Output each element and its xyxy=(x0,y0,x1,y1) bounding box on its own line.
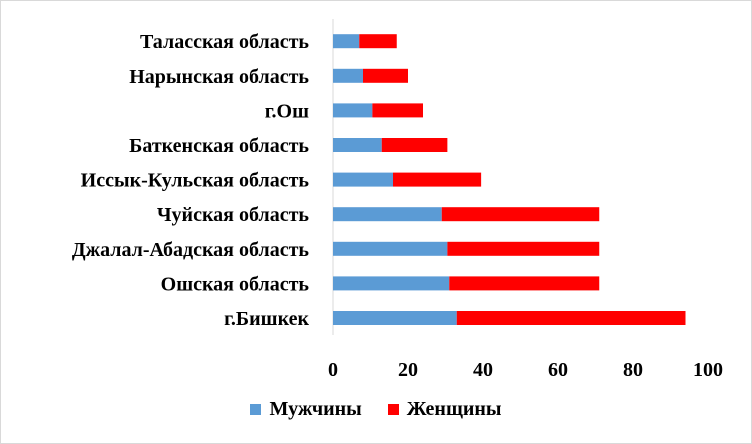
bar-men-row-5 xyxy=(333,138,382,152)
legend-label-women: Женщины xyxy=(406,398,502,420)
x-tick-label: 60 xyxy=(548,359,568,381)
legend-item-women: Женщины xyxy=(387,398,502,421)
bar-women-row-2 xyxy=(447,241,600,256)
bar-men-row-2 xyxy=(333,241,448,256)
bar-women-row-4 xyxy=(393,172,482,187)
x-tick-label: 100 xyxy=(693,359,723,381)
legend-item-men: Мужчины xyxy=(250,398,362,421)
bar-men-row-8 xyxy=(333,34,360,49)
bar-men-row-0 xyxy=(333,311,457,325)
bar-men-row-7 xyxy=(333,68,363,83)
category-label: Чуйская область xyxy=(157,204,310,226)
legend-label-men: Мужчины xyxy=(269,398,362,420)
category-label: Иссык-Кульская область xyxy=(81,170,310,192)
category-label: г.Бишкек xyxy=(224,308,309,330)
bar-women-row-8 xyxy=(359,34,397,49)
bar-women-row-5 xyxy=(381,138,448,152)
x-tick-label: 20 xyxy=(398,359,418,381)
category-label: Нарынская область xyxy=(129,66,309,88)
category-label: Джалал-Абадская область xyxy=(72,239,310,261)
bar-women-row-7 xyxy=(363,68,408,83)
bar-women-row-1 xyxy=(449,276,600,291)
bar-women-row-6 xyxy=(372,103,423,118)
category-label: Ошская область xyxy=(161,273,310,295)
bar-women-row-0 xyxy=(456,311,686,325)
legend-swatch-women xyxy=(387,404,399,415)
bar-men-row-3 xyxy=(333,207,442,222)
x-tick-label: 40 xyxy=(473,359,493,381)
x-tick-label: 0 xyxy=(328,359,338,381)
bar-men-row-6 xyxy=(333,103,373,118)
legend-swatch-men xyxy=(250,404,262,415)
bar-women-row-3 xyxy=(441,207,600,222)
bar-men-row-4 xyxy=(333,172,393,187)
x-tick-label: 80 xyxy=(623,359,643,381)
category-label: г.Ош xyxy=(265,100,309,122)
category-label: Таласская область xyxy=(140,31,309,53)
bar-men-row-1 xyxy=(333,276,450,291)
legend: Мужчины Женщины xyxy=(1,398,751,421)
category-label: Баткенская область xyxy=(129,135,309,157)
